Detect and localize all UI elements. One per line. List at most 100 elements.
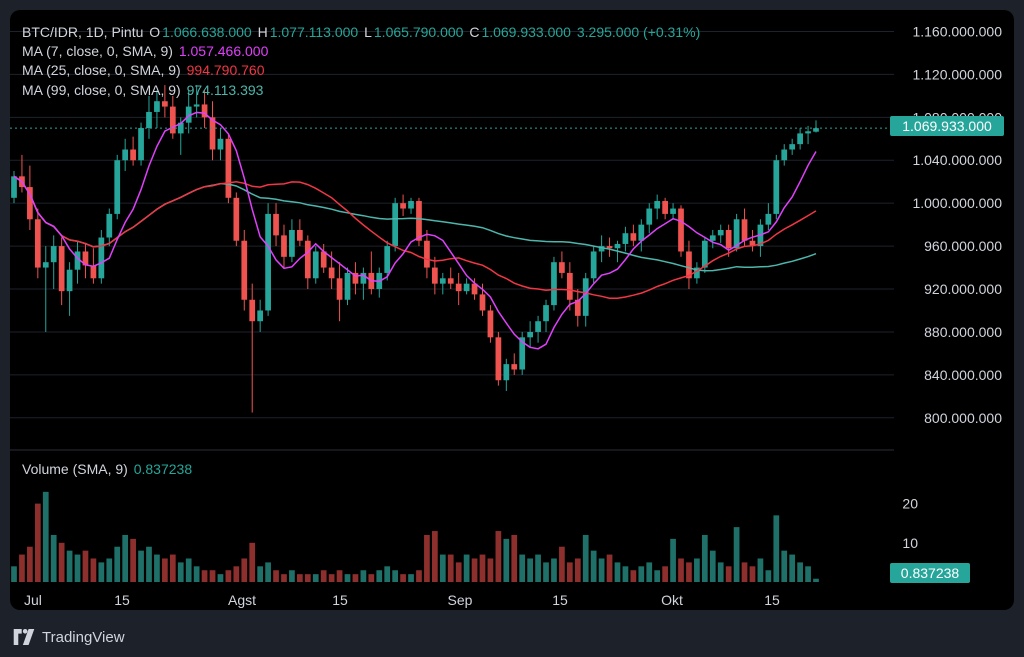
candle-body[interactable] xyxy=(162,101,168,107)
candle-body[interactable] xyxy=(749,240,756,247)
ma99-line[interactable] xyxy=(13,175,817,272)
candle-body[interactable] xyxy=(694,267,700,279)
price-axis[interactable]: 1.160.000.0001.120.000.0001.080.000.0001… xyxy=(912,23,1002,425)
ma99-legend[interactable]: MA (99, close, 0, SMA, 9) 974.113.393 xyxy=(22,82,265,98)
candle-body[interactable] xyxy=(106,213,113,238)
candle-body[interactable] xyxy=(360,272,367,284)
candle-body[interactable] xyxy=(154,101,160,112)
candle-body[interactable] xyxy=(336,278,343,300)
candle-body[interactable] xyxy=(638,224,645,241)
candle-body[interactable] xyxy=(582,278,589,316)
candle-body[interactable] xyxy=(431,267,438,284)
candle-body[interactable] xyxy=(471,283,478,295)
candle-body[interactable] xyxy=(217,138,224,150)
candle-body[interactable] xyxy=(606,246,613,249)
candle-body[interactable] xyxy=(90,265,97,279)
candle-body[interactable] xyxy=(416,201,422,241)
time-axis[interactable]: Jul 15 Agst 15 Sep 15 Okt 15 xyxy=(24,592,780,608)
volume-legend[interactable]: Volume (SMA, 9) 0.837238 xyxy=(22,461,194,477)
candle-body[interactable] xyxy=(551,262,557,306)
candle-body[interactable] xyxy=(265,213,271,311)
candle-body[interactable] xyxy=(574,299,581,316)
candle-body[interactable] xyxy=(678,208,684,252)
candle-body[interactable] xyxy=(670,208,676,214)
candle-body[interactable] xyxy=(312,251,319,279)
candle-body[interactable] xyxy=(233,197,240,241)
candle-body[interactable] xyxy=(289,230,295,257)
candle-body[interactable] xyxy=(400,203,406,209)
candle-body[interactable] xyxy=(297,230,303,241)
candle-body[interactable] xyxy=(590,251,597,279)
candle-body[interactable] xyxy=(11,176,17,198)
candle-body[interactable] xyxy=(225,138,232,198)
candle-body[interactable] xyxy=(765,213,772,225)
candle-body[interactable] xyxy=(27,187,33,220)
candle-body[interactable] xyxy=(559,262,565,273)
candle-body[interactable] xyxy=(503,364,510,381)
candle-body[interactable] xyxy=(130,149,136,161)
candle-body[interactable] xyxy=(352,272,359,284)
candle-body[interactable] xyxy=(543,305,549,322)
candle-body[interactable] xyxy=(439,278,446,284)
candle-body[interactable] xyxy=(138,128,144,161)
candle-body[interactable] xyxy=(257,310,264,322)
candle-body[interactable] xyxy=(598,246,605,252)
candle-body[interactable] xyxy=(646,208,653,225)
candle-body[interactable] xyxy=(209,117,216,150)
candle-body[interactable] xyxy=(781,149,788,161)
candle-body[interactable] xyxy=(424,240,430,268)
candle-body[interactable] xyxy=(709,235,716,241)
candle-body[interactable] xyxy=(773,160,780,214)
candle-body[interactable] xyxy=(654,201,661,209)
candle-body[interactable] xyxy=(58,246,65,292)
tradingview-logo-icon[interactable] xyxy=(12,629,36,645)
ma7-legend[interactable]: MA (7, close, 0, SMA, 9) 1.057.466.000 xyxy=(22,43,270,59)
symbol-label[interactable]: BTC/IDR, 1D, Pintu xyxy=(22,24,144,40)
candle-body[interactable] xyxy=(495,337,502,381)
candle-body[interactable] xyxy=(733,219,740,249)
candle-body[interactable] xyxy=(717,230,724,236)
candle-body[interactable] xyxy=(344,272,351,300)
candle-body[interactable] xyxy=(789,144,796,150)
ma25-legend[interactable]: MA (25, close, 0, SMA, 9) 994.790.760 xyxy=(22,62,266,78)
candle-body[interactable] xyxy=(527,331,533,338)
candle-body[interactable] xyxy=(384,246,391,273)
candle-body[interactable] xyxy=(114,160,121,214)
candle-body[interactable] xyxy=(50,246,57,263)
candle-body[interactable] xyxy=(686,251,692,279)
candle-body[interactable] xyxy=(622,233,629,244)
candle-body[interactable] xyxy=(630,233,637,241)
candle-body[interactable] xyxy=(455,283,462,292)
candle-body[interactable] xyxy=(281,235,287,257)
candle-body[interactable] xyxy=(511,364,518,370)
candle-body[interactable] xyxy=(146,111,152,129)
candle-body[interactable] xyxy=(66,269,73,292)
candle-body[interactable] xyxy=(725,230,732,249)
candle-body[interactable] xyxy=(479,294,486,311)
candle-body[interactable] xyxy=(74,251,81,270)
candle-body[interactable] xyxy=(805,131,811,134)
candle-body[interactable] xyxy=(813,128,819,132)
candle-body[interactable] xyxy=(662,201,668,214)
price-volume-chart[interactable]: 1.160.000.0001.120.000.0001.080.000.0001… xyxy=(10,10,1014,610)
candle-body[interactable] xyxy=(566,272,573,300)
brand-label[interactable]: TradingView xyxy=(42,628,125,646)
candle-body[interactable] xyxy=(185,106,192,123)
candle-body[interactable] xyxy=(463,283,470,292)
ma25-line[interactable] xyxy=(13,175,817,300)
candle-body[interactable] xyxy=(201,104,208,118)
candle-body[interactable] xyxy=(519,337,526,370)
candle-body[interactable] xyxy=(535,321,541,332)
candle-body[interactable] xyxy=(797,133,803,145)
candle-body[interactable] xyxy=(304,240,311,279)
candle-body[interactable] xyxy=(392,203,399,247)
ma7-line[interactable] xyxy=(13,111,817,350)
candle-body[interactable] xyxy=(408,201,414,209)
candle-body[interactable] xyxy=(193,104,200,107)
candle-body[interactable] xyxy=(741,219,748,241)
candle-body[interactable] xyxy=(169,106,176,134)
candle-body[interactable] xyxy=(447,278,454,284)
candle-body[interactable] xyxy=(34,219,41,268)
candle-body[interactable] xyxy=(241,240,248,300)
